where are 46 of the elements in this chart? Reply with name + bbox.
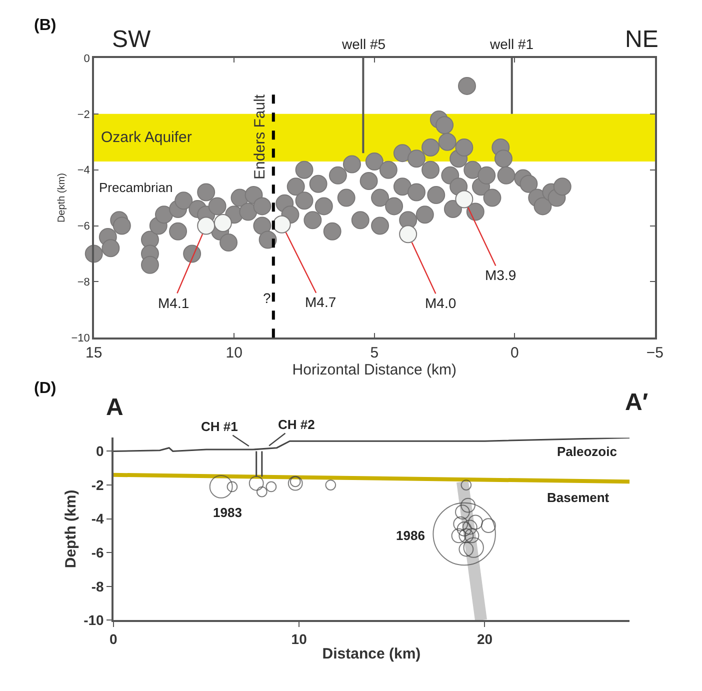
x-tick-label: −5 [646, 344, 664, 362]
annotation: well #1 [489, 36, 534, 52]
y-tick-label: −6 [77, 220, 90, 233]
x-tick-label: 15 [86, 344, 102, 362]
chart-title: (B) [34, 17, 56, 34]
y-tick-label: −2 [77, 108, 90, 121]
x-tick-label: 10 [291, 630, 308, 647]
y-tick-label: 0 [84, 52, 90, 65]
y-tick-label: −8 [77, 276, 90, 289]
y-tick-label: -2 [91, 476, 104, 493]
annotation: CH #2 [278, 417, 315, 432]
y-tick-label: -10 [84, 612, 104, 628]
y-axis-title: Depth (km) [62, 490, 80, 568]
annotation: ? [263, 290, 271, 306]
x-tick-label: 0 [109, 630, 118, 647]
text: SW [112, 26, 152, 53]
annotation: Paleozoic [557, 444, 617, 459]
annotation: Precambrian [99, 180, 173, 195]
annotation: CH #1 [201, 419, 238, 434]
annotation: M3.9 [485, 267, 516, 283]
annotation: well #5 [341, 36, 386, 52]
annotation: M4.7 [305, 294, 336, 310]
text: A [106, 394, 124, 421]
x-tick-label: 5 [370, 344, 379, 362]
annotation: Basement [547, 490, 610, 505]
chart-title: (D) [34, 380, 56, 397]
x-tick-label: 10 [226, 344, 242, 362]
annotation: M4.0 [425, 295, 456, 311]
x-tick-label: 0 [510, 344, 519, 362]
band-label: Ozark Aquifer [101, 129, 192, 146]
y-tick-label: -6 [91, 544, 104, 561]
y-tick-label: −10 [71, 332, 90, 344]
y-tick-label: -8 [91, 578, 104, 594]
text: NE [625, 26, 658, 53]
x-axis-title: Horizontal Distance (km) [292, 361, 457, 378]
y-tick-label: -4 [91, 510, 104, 527]
x-tick-label: 20 [476, 630, 493, 647]
x-axis-title: Distance (km) [322, 645, 421, 662]
text: A′ [625, 389, 648, 416]
annotation: 1983 [213, 505, 242, 520]
ref-line-label: Enders Fault [251, 94, 268, 180]
y-axis-title: Depth (km) [56, 173, 68, 223]
y-tick-label: 0 [96, 443, 104, 460]
annotation: 1986 [396, 528, 425, 543]
annotation: M4.1 [158, 295, 190, 311]
y-tick-label: −4 [77, 164, 90, 177]
